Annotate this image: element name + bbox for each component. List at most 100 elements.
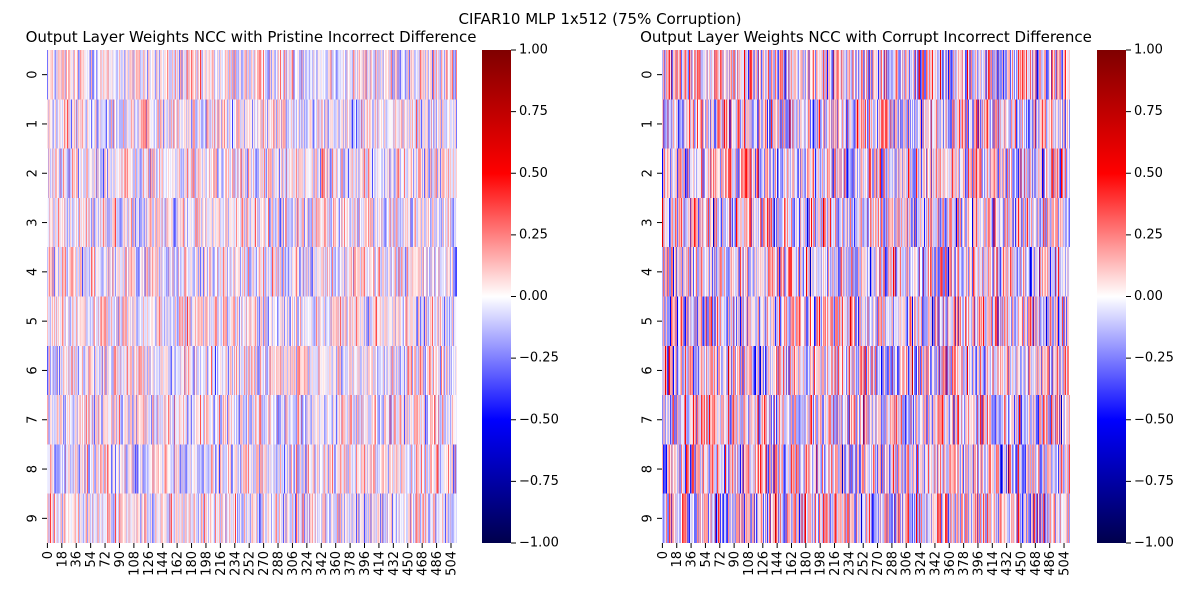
heatmap-cell (231, 50, 233, 100)
heatmap-cell (350, 444, 352, 494)
heatmap-cell (303, 345, 305, 396)
heatmap-cell (376, 50, 377, 100)
heatmap-cell (444, 444, 446, 494)
heatmap-cell (226, 247, 228, 297)
heatmap-cell (292, 197, 294, 248)
heatmap-cell (364, 247, 366, 297)
heatmap-cell (243, 99, 245, 149)
heatmap-cell (82, 395, 84, 445)
heatmap-cell (195, 99, 197, 149)
heatmap-cell (132, 99, 134, 149)
heatmap-cell (292, 345, 293, 396)
heatmap-cell (281, 148, 283, 198)
heatmap-cell (213, 296, 215, 346)
heatmap-cell (144, 296, 146, 346)
heatmap-cell (131, 444, 133, 494)
heatmap-cell (101, 99, 103, 149)
heatmap-cell (239, 50, 241, 100)
heatmap-cell (212, 247, 214, 297)
heatmap-cell (305, 148, 307, 198)
heatmap-cell (347, 493, 349, 544)
heatmap-cell (235, 197, 237, 248)
heatmap-cell (365, 50, 367, 100)
heatmap-cell (206, 345, 208, 396)
heatmap-cell (51, 99, 52, 149)
heatmap-cell (169, 99, 171, 149)
heatmap-cell (325, 345, 327, 396)
heatmap-cell (107, 345, 108, 396)
heatmap-cell (368, 296, 370, 346)
heatmap-cell (83, 444, 85, 494)
heatmap-cell (129, 444, 131, 494)
heatmap-cell (191, 345, 193, 396)
heatmap-cell (79, 345, 80, 396)
heatmap-cell (126, 148, 128, 198)
heatmap-cell (141, 493, 143, 544)
heatmap-cell (294, 148, 296, 198)
heatmap-cell (186, 99, 188, 149)
heatmap-cell (404, 296, 405, 346)
heatmap-cell (223, 148, 225, 198)
heatmap-cell (388, 395, 390, 445)
heatmap-cell (271, 345, 273, 396)
heatmap-cell (326, 395, 328, 445)
heatmap-cell (230, 444, 232, 494)
heatmap-cell (188, 296, 190, 346)
heatmap-cell (86, 345, 88, 396)
heatmap-cell (354, 296, 356, 346)
heatmap-cell (243, 148, 245, 198)
heatmap-cell (232, 247, 234, 297)
heatmap-cell (322, 50, 324, 100)
heatmap-cell (368, 197, 369, 248)
heatmap-cell (106, 197, 108, 248)
heatmap-cell (325, 444, 327, 494)
heatmap-cell (172, 345, 174, 396)
heatmap-cell (179, 99, 181, 149)
heatmap-cell (373, 345, 375, 396)
heatmap-cell (268, 296, 270, 346)
heatmap-cell (416, 148, 418, 198)
heatmap-cell (398, 345, 400, 396)
heatmap-cell (105, 247, 107, 297)
heatmap-cell (302, 444, 304, 494)
heatmap-cell (91, 395, 92, 445)
heatmap-cell (400, 345, 401, 396)
heatmap-cell (47, 345, 48, 396)
heatmap-cell (247, 395, 249, 445)
heatmap-cell (331, 395, 333, 445)
heatmap-cell (256, 345, 258, 396)
heatmap-cell (324, 50, 325, 100)
heatmap-cell (217, 50, 219, 100)
heatmap-cell (316, 395, 317, 445)
heatmap-cell (372, 395, 374, 445)
heatmap-cell (304, 247, 305, 297)
heatmap-cell (211, 148, 213, 198)
heatmap-cell (140, 395, 142, 445)
heatmap-cell (190, 395, 192, 445)
heatmap-cell (158, 493, 160, 544)
heatmap-panel-left: Output Layer Weights NCC with Pristine I… (26, 28, 559, 576)
heatmap-cell (162, 247, 164, 297)
heatmap-cell (156, 444, 158, 494)
heatmap-cell (256, 444, 257, 494)
heatmap-cell (227, 197, 229, 248)
heatmap-cell (303, 296, 305, 346)
heatmap-cell (72, 345, 74, 396)
heatmap-cell (352, 148, 353, 198)
heatmap-cell (376, 296, 377, 346)
heatmap-cell (400, 99, 402, 149)
heatmap-cell (389, 99, 391, 149)
heatmap-cell (132, 197, 134, 248)
heatmap-cell (187, 99, 188, 149)
heatmap-cell (134, 50, 136, 100)
figure-suptitle: CIFAR10 MLP 1x512 (75% Corruption) (459, 10, 742, 28)
heatmap-cell (127, 395, 129, 445)
heatmap-cell (203, 345, 205, 396)
heatmap-cell (302, 50, 304, 100)
heatmap-cell (83, 99, 85, 149)
heatmap-cell (328, 493, 329, 544)
heatmap-cell (384, 50, 386, 100)
heatmap-cell (366, 296, 368, 346)
heatmap-cell (442, 296, 444, 346)
heatmap-cell (423, 296, 425, 346)
